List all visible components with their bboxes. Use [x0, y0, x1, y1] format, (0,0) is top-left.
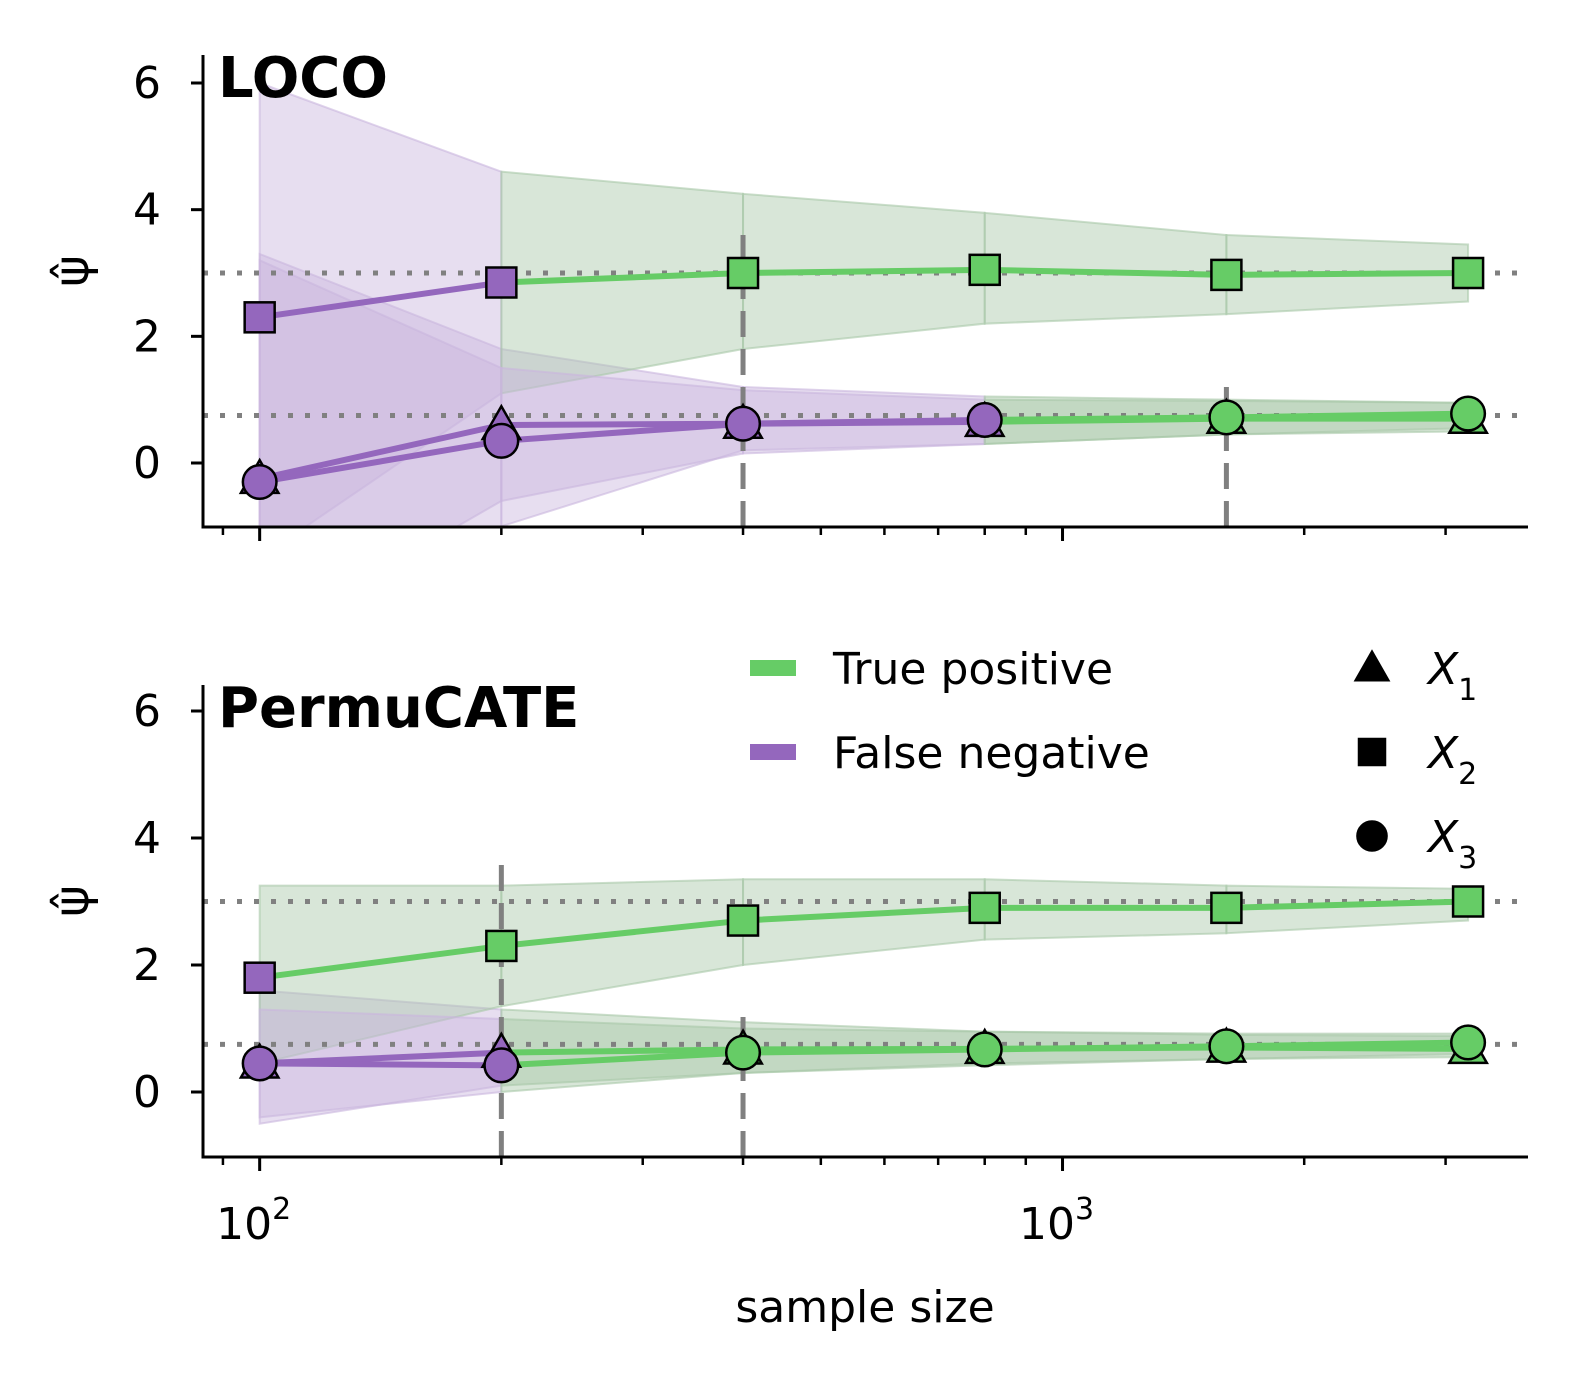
line-x2-1: [498, 270, 747, 286]
line-x3-4: [1223, 1039, 1472, 1050]
legend-marker-triangle: [1353, 649, 1391, 682]
line-x3-0: [256, 1060, 505, 1069]
x-axis-label: sample size: [735, 1282, 994, 1333]
line-x3-1: [498, 1049, 747, 1069]
marker-x2-1: [485, 929, 518, 963]
marker-x2-2: [726, 256, 760, 290]
marker-x3-4: [1208, 1028, 1245, 1065]
marker-x3-5: [1450, 395, 1487, 432]
series-markers: [238, 885, 1489, 1084]
legend-variable-label-2: X2: [1426, 728, 1477, 792]
legend-swatch-false-negative: [750, 744, 796, 760]
y-tick-label-0: 0: [133, 438, 161, 489]
line-x3-0: [256, 437, 505, 485]
marker-x3-0: [241, 1045, 278, 1082]
marker-x3-3: [966, 401, 1003, 438]
y-tick-label-2: 2: [133, 940, 161, 991]
axes: 0 2 4 6: [133, 55, 1528, 541]
line-x2-0: [256, 279, 505, 321]
marker-x3-2: [724, 1034, 762, 1071]
marker-x2-5: [1451, 256, 1485, 290]
legend-label-false-negative: False negative: [833, 728, 1150, 779]
marker-x3-1: [483, 1047, 520, 1084]
legend-variable-subscript: 2: [1458, 757, 1477, 792]
y-tick-label-6: 6: [133, 686, 161, 737]
marker-x3-1: [483, 422, 520, 459]
line-x3-3: [981, 1043, 1230, 1053]
series-lines: [256, 266, 1472, 485]
x-tick-exponent: 2: [272, 1192, 291, 1227]
line-x2-2: [740, 904, 988, 924]
legend: True positive False negative X1 X2 X3: [750, 644, 1477, 876]
line-x2-0: [256, 942, 505, 981]
line-x1-0: [256, 422, 505, 482]
line-x2-3: [981, 266, 1230, 278]
line-x2-1: [498, 917, 747, 949]
legend-marker-square: [1357, 737, 1387, 767]
marker-x2-4: [1210, 891, 1243, 925]
panel-permucate: 0 2 4 6 102 103 PermuCATE ψ̂: [44, 676, 1528, 1250]
marker-x3-2: [724, 405, 762, 442]
y-axis-label: ψ̂: [44, 255, 100, 287]
marker-x2-3: [968, 891, 1001, 925]
confidence-bands: [258, 81, 1470, 527]
x-tick-label-1000: 103: [1019, 1192, 1094, 1250]
marker-x2-3: [968, 253, 1001, 287]
y-tick-label-0: 0: [133, 1067, 161, 1118]
line-x1-1: [498, 1046, 747, 1056]
x-tick-exponent: 3: [1075, 1192, 1094, 1227]
legend-variables: X1 X2 X3: [1353, 644, 1477, 876]
legend-variable-label-3: X3: [1426, 812, 1477, 876]
marker-x2-5: [1451, 885, 1485, 918]
line-x3-4: [1223, 410, 1472, 421]
line-x3-2: [740, 1046, 988, 1056]
legend-marker-circle: [1356, 820, 1388, 852]
marker-x3-5: [1450, 1024, 1487, 1061]
legend-variable-subscript: 3: [1458, 841, 1477, 876]
marker-x2-4: [1210, 258, 1243, 292]
y-axis-label: ψ̂: [44, 885, 100, 917]
legend-variable-subscript: 1: [1458, 673, 1477, 708]
series-markers: [238, 253, 1489, 501]
line-x2-4: [1223, 898, 1472, 911]
y-tick-label-4: 4: [133, 813, 161, 864]
marker-x3-3: [966, 1031, 1003, 1068]
legend-label-true-positive: True positive: [832, 644, 1113, 695]
line-x3-3: [981, 414, 1230, 423]
marker-x2-2: [726, 904, 760, 937]
marker-x2-0: [243, 961, 276, 994]
y-tick-label-6: 6: [133, 58, 161, 109]
panel-title: PermuCATE: [218, 676, 579, 741]
marker-x3-0: [241, 463, 278, 501]
line-x2-4: [1223, 270, 1472, 278]
marker-x2-1: [485, 266, 518, 299]
y-tick-label-4: 4: [133, 185, 161, 236]
panel-loco: 0 2 4 6 LOCO ψ̂: [44, 46, 1528, 541]
legend-variable-label-1: X1: [1426, 644, 1477, 708]
panel-title: LOCO: [218, 46, 388, 111]
line-x3-1: [498, 420, 747, 444]
marker-x2-0: [243, 301, 276, 334]
marker-x3-4: [1208, 399, 1245, 436]
line-x3-2: [740, 416, 988, 427]
y-tick-label-2: 2: [133, 311, 161, 362]
x-tick-label-100: 102: [216, 1192, 291, 1250]
band-x2-2: [742, 878, 986, 967]
legend-swatch-true-positive: [750, 660, 796, 676]
axes: 0 2 4 6 102 103: [133, 685, 1528, 1250]
series-lines: [256, 898, 1472, 1069]
line-x2-2: [740, 266, 988, 276]
